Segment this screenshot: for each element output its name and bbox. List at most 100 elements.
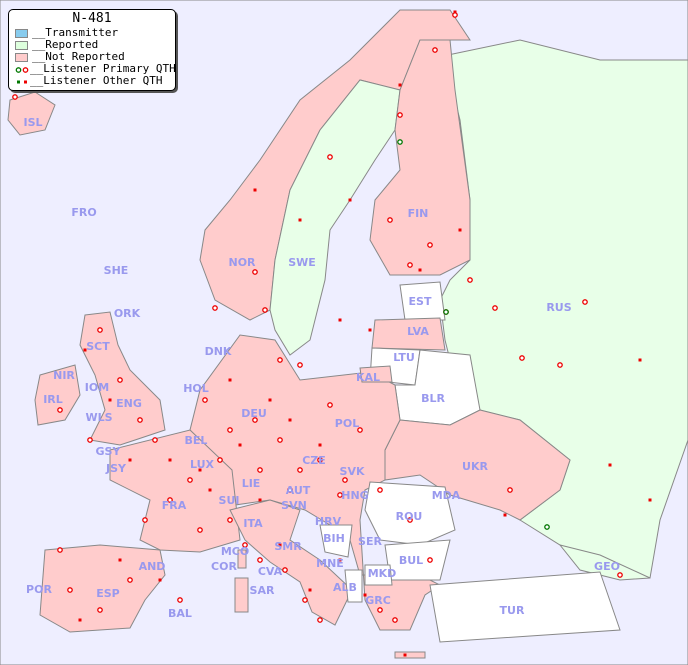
listener-other-qth-marker [348,198,352,202]
listener-primary-qth-marker [327,154,333,160]
listener-other-qth-marker [318,443,322,447]
listener-primary-qth-marker [97,607,103,613]
country-alb [344,569,363,603]
listener-primary-qth-marker [317,457,323,463]
listener-other-qth-marker [298,218,302,222]
listener-other-qth-marker [398,83,402,87]
country-label-tur: TUR [500,604,525,617]
listener-primary-qth-marker-reported [397,139,403,145]
country-label-she: SHE [104,264,129,277]
listener-primary-qth-marker [337,492,343,498]
country-label-geo: GEO [594,560,620,573]
legend-other-qth: __Listener Other QTH [9,75,175,87]
legend-primary-qth: __Listener Primary QTH [9,63,176,75]
country-label-isl: ISL [23,116,42,129]
listener-other-qth-marker [108,398,112,402]
country-lva [371,317,446,351]
listener-primary-qth-marker [252,269,258,275]
country-label-grc: GRC [365,594,391,607]
country-label-eng: ENG [116,397,142,410]
listener-other-qth-marker [208,488,212,492]
country-label-and: AND [139,560,166,573]
listener-other-qth-marker [168,458,172,462]
legend-transmitter: __Transmitter [9,27,175,39]
listener-primary-qth-marker [387,217,393,223]
listener-other-qth-marker [268,398,272,402]
listener-primary-qth-marker [317,617,323,623]
listener-primary-qth-marker [257,557,263,563]
country-label-hrv: HRV [315,515,342,528]
listener-primary-qth-marker [427,242,433,248]
country-label-hol: HOL [183,382,209,395]
legend: N-481 __Transmitter __Reported __Not Rep… [8,9,176,91]
listener-other-qth-marker [458,228,462,232]
listener-primary-qth-marker [227,427,233,433]
listener-primary-qth-marker [87,437,93,443]
legend-reported: __Reported [9,39,175,51]
country-label-iom: IOM [85,381,109,394]
country-label-sar: SAR [250,584,275,597]
listener-primary-qth-marker [12,94,18,100]
country-label-gsy: GSY [96,445,122,458]
listener-primary-qth-marker [377,607,383,613]
country-label-deu: DEU [241,407,267,420]
listener-primary-qth-marker [197,527,203,533]
country-label-rou: ROU [396,510,423,523]
country-label-mco: MCO [221,545,249,558]
listener-other-qth-marker [638,358,642,362]
listener-primary-qth-marker [507,487,513,493]
country-label-mkd: MKD [368,567,397,580]
country-label-nir: NIR [53,369,75,382]
country-label-nor: NOR [228,256,256,269]
listener-other-qth-marker [78,618,82,622]
listener-other-qth-marker [128,458,132,462]
country-label-rus: RUS [546,301,571,314]
listener-other-qth-marker [363,593,367,597]
listener-other-qth-marker [253,188,257,192]
listener-other-qth-marker [453,10,457,14]
listener-primary-qth-marker [257,467,263,473]
listener-primary-qth-marker [557,362,563,368]
legend-label: __Listener Other QTH [30,74,163,87]
country-label-mda: MDA [432,489,461,502]
reported-swatch [15,40,28,50]
country-irl [34,364,81,426]
country-label-wls: WLS [85,411,112,424]
map-title: N-481 [72,11,112,26]
listener-other-qth-marker [118,558,122,562]
country-label-svk: SVK [340,465,365,478]
country-label-esp: ESP [96,587,120,600]
listener-other-qth-marker [368,328,372,332]
listener-primary-qth-marker [297,362,303,368]
country-label-est: EST [409,295,432,308]
listener-primary-qth-marker [167,497,173,503]
country-geo [558,544,651,581]
country-gbr [79,311,166,446]
country-label-cva: CVA [258,565,283,578]
listener-primary-qth-marker [277,437,283,443]
listener-other-qth-marker [198,468,202,472]
country-tur [429,571,621,643]
listener-other-qth-marker [648,498,652,502]
listener-primary-qth-marker [227,517,233,523]
country-esp [39,544,166,633]
country-label-dnk: DNK [205,345,232,358]
listener-primary-qth-marker [617,572,623,578]
listener-other-qth-marker [228,378,232,382]
country-label-lie: LIE [242,477,261,490]
country-label-hng: HNG [341,489,368,502]
country-label-sui: SUI [219,494,240,507]
country-label-por: POR [26,583,52,596]
listener-primary-qth-marker [519,355,525,361]
legend-label: __Reported [32,38,99,51]
listener-primary-qth-marker [427,557,433,563]
listener-primary-qth-marker [117,377,123,383]
listener-primary-qth-marker [377,487,383,493]
country-mkd [364,564,393,586]
country-label-bel: BEL [185,434,208,447]
listener-primary-qth-marker [432,47,438,53]
listener-primary-qth-marker [492,305,498,311]
country-label-lva: LVA [407,325,429,338]
country-label-pol: POL [335,417,359,430]
